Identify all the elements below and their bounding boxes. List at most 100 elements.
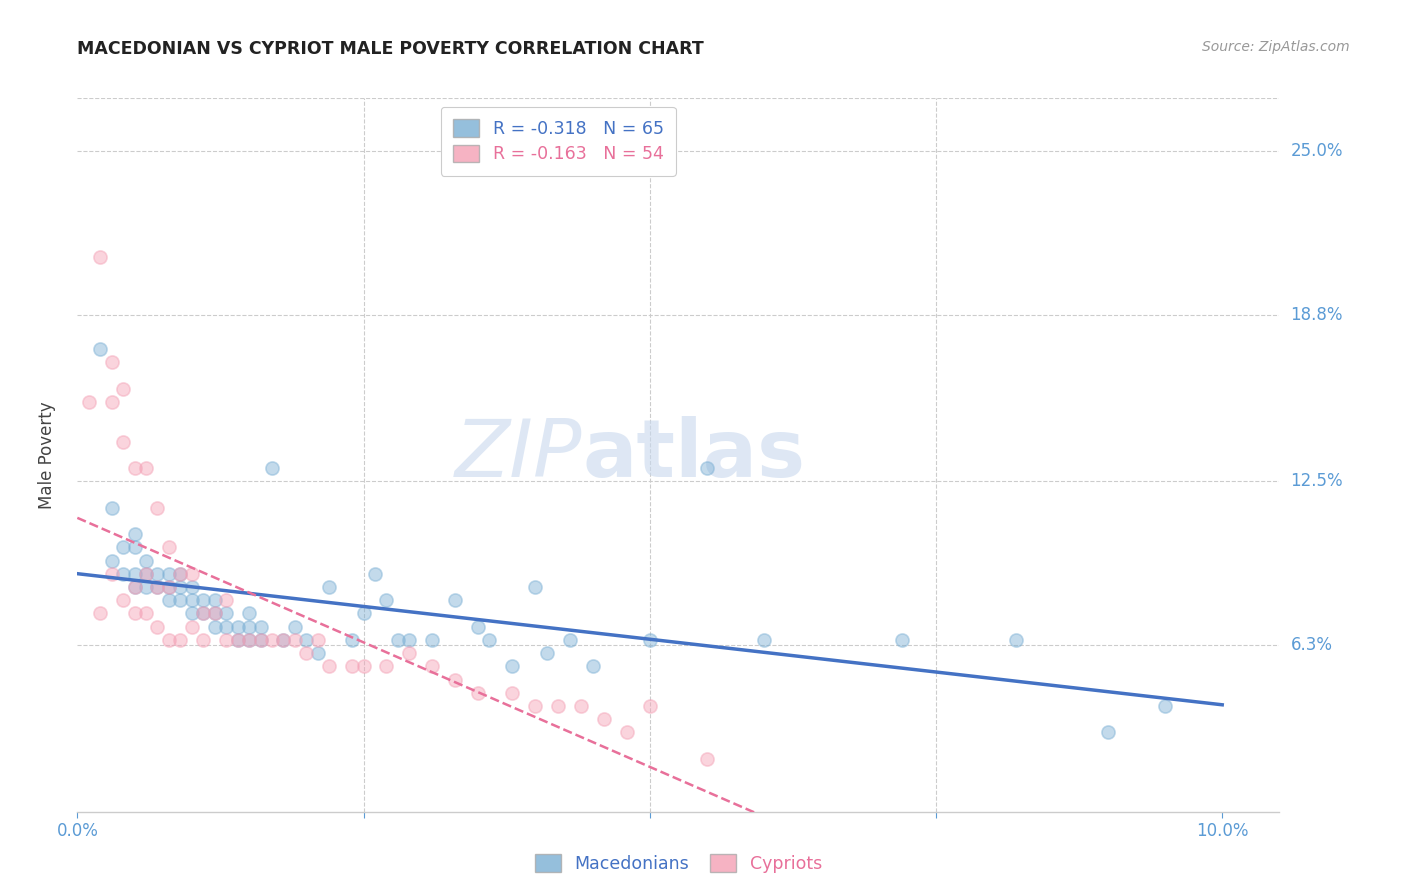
- Point: [157, 566, 180, 581]
- Point: [226, 620, 249, 634]
- Point: [536, 646, 558, 660]
- Point: [169, 566, 191, 581]
- Point: [1005, 632, 1028, 647]
- Point: [238, 632, 260, 647]
- Point: [193, 607, 215, 621]
- Point: [890, 632, 912, 647]
- Point: [193, 593, 215, 607]
- Point: [238, 620, 260, 634]
- Point: [467, 620, 489, 634]
- Point: [295, 632, 318, 647]
- Point: [124, 607, 146, 621]
- Y-axis label: Male Poverty: Male Poverty: [38, 401, 56, 508]
- Point: [307, 646, 329, 660]
- Point: [581, 659, 603, 673]
- Point: [169, 580, 191, 594]
- Point: [478, 632, 501, 647]
- Point: [157, 580, 180, 594]
- Point: [467, 686, 489, 700]
- Point: [226, 632, 249, 647]
- Point: [238, 607, 260, 621]
- Point: [124, 580, 146, 594]
- Point: [146, 566, 169, 581]
- Point: [157, 580, 180, 594]
- Point: [124, 566, 146, 581]
- Point: [638, 632, 661, 647]
- Point: [77, 395, 100, 409]
- Text: 25.0%: 25.0%: [1291, 142, 1343, 160]
- Point: [249, 620, 271, 634]
- Point: [112, 566, 135, 581]
- Point: [398, 646, 420, 660]
- Point: [260, 632, 283, 647]
- Point: [616, 725, 638, 739]
- Point: [112, 593, 135, 607]
- Point: [696, 461, 718, 475]
- Point: [146, 580, 169, 594]
- Point: [444, 673, 467, 687]
- Point: [215, 593, 238, 607]
- Text: atlas: atlas: [582, 416, 806, 494]
- Point: [238, 632, 260, 647]
- Point: [273, 632, 295, 647]
- Point: [295, 646, 318, 660]
- Point: [89, 607, 111, 621]
- Text: 12.5%: 12.5%: [1291, 473, 1343, 491]
- Point: [146, 620, 169, 634]
- Point: [89, 250, 111, 264]
- Point: [375, 659, 398, 673]
- Point: [124, 580, 146, 594]
- Point: [204, 607, 226, 621]
- Point: [180, 580, 202, 594]
- Point: [318, 659, 340, 673]
- Text: 18.8%: 18.8%: [1291, 306, 1343, 324]
- Point: [204, 620, 226, 634]
- Point: [501, 659, 523, 673]
- Point: [193, 632, 215, 647]
- Point: [375, 593, 398, 607]
- Point: [249, 632, 271, 647]
- Text: ZIP: ZIP: [456, 416, 582, 494]
- Point: [89, 342, 111, 356]
- Point: [501, 686, 523, 700]
- Point: [444, 593, 467, 607]
- Point: [100, 554, 122, 568]
- Point: [524, 698, 547, 713]
- Text: MACEDONIAN VS CYPRIOT MALE POVERTY CORRELATION CHART: MACEDONIAN VS CYPRIOT MALE POVERTY CORRE…: [77, 40, 704, 58]
- Point: [193, 607, 215, 621]
- Point: [124, 461, 146, 475]
- Point: [215, 607, 238, 621]
- Point: [307, 632, 329, 647]
- Point: [696, 752, 718, 766]
- Point: [146, 500, 169, 515]
- Point: [112, 382, 135, 396]
- Text: 6.3%: 6.3%: [1291, 636, 1333, 654]
- Point: [273, 632, 295, 647]
- Point: [387, 632, 409, 647]
- Point: [135, 461, 157, 475]
- Point: [547, 698, 569, 713]
- Point: [364, 566, 387, 581]
- Point: [100, 395, 122, 409]
- Point: [135, 566, 157, 581]
- Point: [204, 607, 226, 621]
- Point: [249, 632, 271, 647]
- Point: [169, 566, 191, 581]
- Point: [135, 554, 157, 568]
- Text: Source: ZipAtlas.com: Source: ZipAtlas.com: [1202, 40, 1350, 54]
- Point: [420, 632, 443, 647]
- Point: [558, 632, 581, 647]
- Point: [169, 593, 191, 607]
- Point: [1154, 698, 1177, 713]
- Point: [204, 593, 226, 607]
- Point: [215, 632, 238, 647]
- Point: [420, 659, 443, 673]
- Point: [353, 607, 375, 621]
- Point: [754, 632, 776, 647]
- Point: [100, 500, 122, 515]
- Point: [226, 632, 249, 647]
- Point: [100, 355, 122, 369]
- Point: [146, 580, 169, 594]
- Point: [157, 541, 180, 555]
- Point: [180, 620, 202, 634]
